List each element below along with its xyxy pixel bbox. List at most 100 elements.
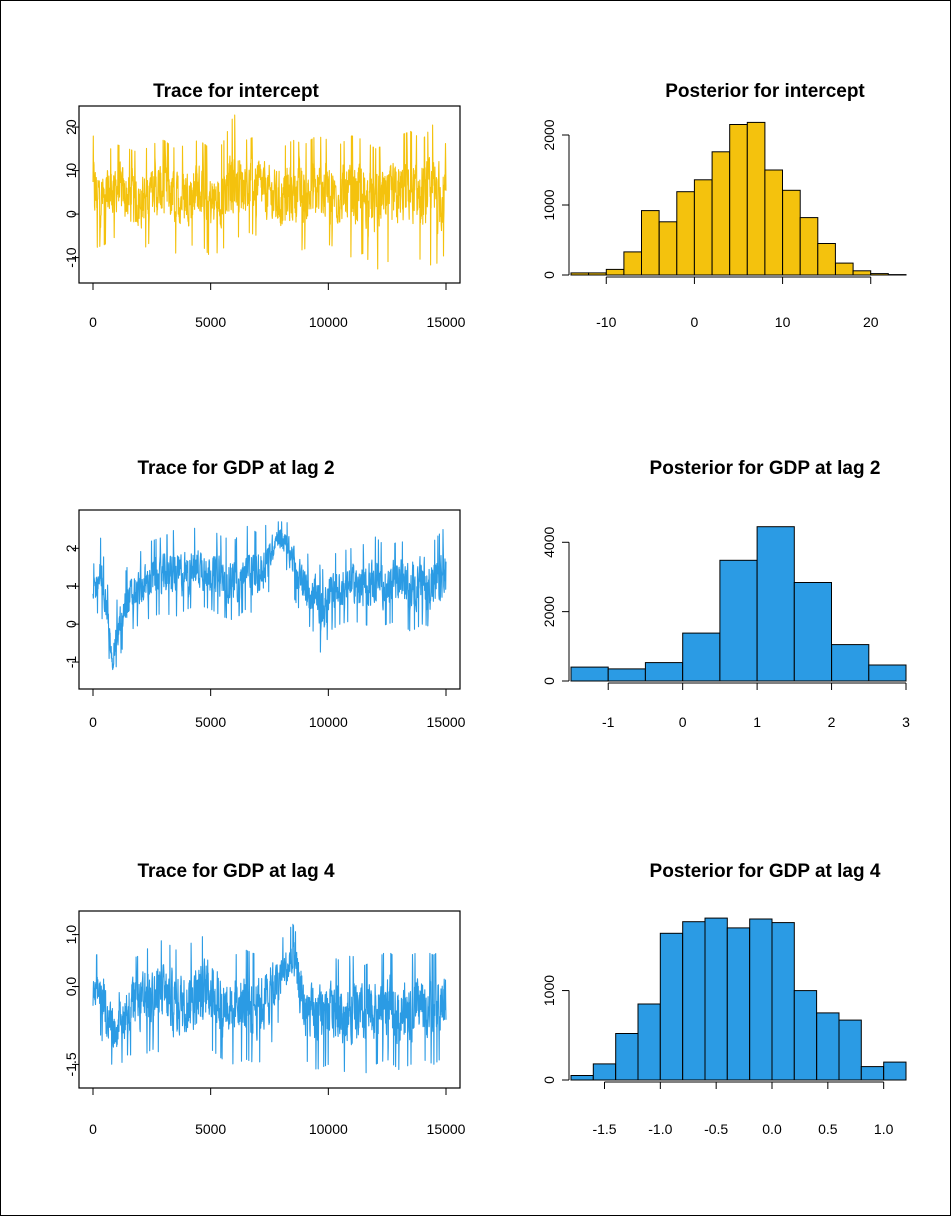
histogram-bar xyxy=(836,263,854,275)
chart-title: Posterior for GDP at lag 4 xyxy=(650,861,881,882)
histogram-bar xyxy=(606,269,624,275)
y-tick-label: 4000 xyxy=(541,526,557,557)
x-tick-label: -1 xyxy=(602,714,615,730)
x-tick-label: 0 xyxy=(89,714,97,730)
x-tick-label: 5000 xyxy=(195,314,226,330)
x-tick-label: 3 xyxy=(902,714,910,730)
histogram-bar xyxy=(750,919,772,1080)
trace-line xyxy=(93,924,446,1072)
histogram-bar xyxy=(832,645,869,681)
histogram-bar xyxy=(571,273,589,275)
x-tick-label: 0 xyxy=(691,314,699,330)
histogram-bar xyxy=(659,222,677,275)
chart-panel-1: Trace for intercept 0 5000 10000 15000 -10 0 10… xyxy=(63,81,466,330)
x-tick-label: 10000 xyxy=(309,1121,348,1137)
y-tick-label: 1000 xyxy=(541,975,557,1006)
chart-title: Trace for intercept xyxy=(153,81,319,102)
histogram-bar xyxy=(638,1004,660,1080)
histogram-bar xyxy=(645,663,682,681)
y-tick-label: 20 xyxy=(63,119,79,135)
histogram-bar xyxy=(571,1076,593,1081)
y-tick-label: 0.0 xyxy=(63,977,79,997)
y-tick-label: 1000 xyxy=(541,189,557,220)
histogram-bar xyxy=(642,211,660,275)
x-tick-label: -0.5 xyxy=(704,1121,728,1137)
x-tick-label: 5000 xyxy=(195,714,226,730)
y-tick-label: 2000 xyxy=(541,119,557,150)
chart-panel-3: Trace for GDP at lag 2 0 5000 10000 15000 -1 0… xyxy=(63,458,466,730)
chart-title: Trace for GDP at lag 2 xyxy=(137,458,334,479)
histogram-bar xyxy=(660,933,682,1080)
histogram-bar xyxy=(871,274,889,275)
x-tick-label: 0 xyxy=(89,1121,97,1137)
y-tick-label: 2 xyxy=(63,544,79,552)
x-tick-label: 15000 xyxy=(427,714,466,730)
y-tick-label: 0 xyxy=(63,620,79,628)
chart-title: Posterior for GDP at lag 2 xyxy=(650,458,881,479)
x-tick-label: 10 xyxy=(775,314,791,330)
histogram-bar xyxy=(869,665,906,681)
histogram-bar xyxy=(683,922,705,1080)
histogram-bar xyxy=(839,1020,861,1080)
trace-line xyxy=(93,115,446,269)
histogram-bar xyxy=(818,244,836,276)
x-tick-label: 15000 xyxy=(427,1121,466,1137)
histogram-bar xyxy=(853,271,871,275)
histogram-bar xyxy=(616,1034,638,1081)
y-tick-label: 0 xyxy=(541,1076,557,1084)
x-tick-label: 0 xyxy=(89,314,97,330)
histogram-bar xyxy=(730,125,748,276)
histogram-bar xyxy=(593,1064,615,1080)
histogram-bar xyxy=(608,669,645,681)
histogram-bar xyxy=(772,923,794,1080)
y-tick-label: 10 xyxy=(63,163,79,179)
x-tick-label: 0 xyxy=(679,714,687,730)
histogram-bar xyxy=(720,560,757,681)
histogram-bar xyxy=(727,928,749,1080)
x-tick-label: 0.5 xyxy=(818,1121,838,1137)
y-tick-label: 0 xyxy=(63,210,79,218)
histogram-bar xyxy=(747,122,765,275)
histogram-bar xyxy=(794,583,831,682)
x-tick-label: -10 xyxy=(596,314,616,330)
y-tick-label: 1 xyxy=(63,582,79,590)
histogram-bar xyxy=(800,218,818,275)
histogram-bar xyxy=(884,1062,906,1080)
y-tick-label: -1.5 xyxy=(63,1052,79,1076)
histogram-bar xyxy=(757,527,794,681)
x-tick-label: -1.0 xyxy=(648,1121,672,1137)
x-tick-label: 10000 xyxy=(309,714,348,730)
histogram-bar xyxy=(694,180,712,275)
y-tick-label: -10 xyxy=(63,247,79,267)
x-tick-label: 5000 xyxy=(195,1121,226,1137)
y-tick-label: 2000 xyxy=(541,596,557,627)
histogram-bar xyxy=(677,192,695,275)
trace-line xyxy=(93,522,446,670)
chart-title: Posterior for intercept xyxy=(665,81,865,102)
histogram-bar xyxy=(571,667,608,681)
histogram-bar xyxy=(712,152,730,275)
histogram-bar xyxy=(624,252,642,275)
histogram-bar xyxy=(765,170,783,275)
y-tick-label: 0 xyxy=(541,271,557,279)
y-tick-label: -1 xyxy=(63,656,79,669)
histogram-bar xyxy=(589,273,607,275)
histogram-bar xyxy=(794,991,816,1080)
x-tick-label: 0.0 xyxy=(762,1121,782,1137)
histogram-bar xyxy=(817,1013,839,1080)
x-tick-label: 10000 xyxy=(309,314,348,330)
x-tick-label: 15000 xyxy=(427,314,466,330)
y-tick-label: 1.0 xyxy=(63,925,79,945)
histogram-bar xyxy=(683,633,720,681)
y-tick-label: 0 xyxy=(541,677,557,685)
histogram-bar xyxy=(861,1067,883,1080)
x-tick-label: 1.0 xyxy=(874,1121,894,1137)
x-tick-label: 1 xyxy=(753,714,761,730)
histogram-bar xyxy=(783,190,801,275)
